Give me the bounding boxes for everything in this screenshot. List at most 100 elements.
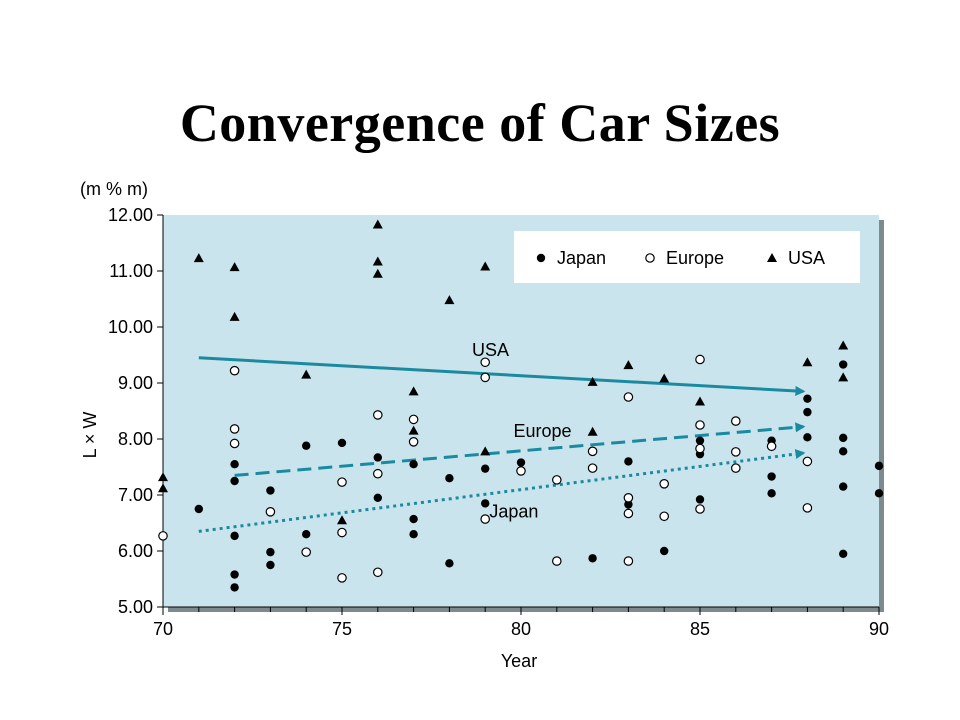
- point-europe: [229, 438, 240, 449]
- trend-label-usa: USA: [472, 340, 509, 360]
- point-europe: [659, 511, 669, 522]
- y-tick-label: 9.00: [118, 373, 153, 393]
- point-europe: [623, 392, 634, 402]
- point-japan: [839, 482, 848, 491]
- point-japan: [839, 447, 848, 456]
- point-europe: [766, 441, 777, 452]
- point-japan: [266, 560, 275, 570]
- point-japan: [337, 438, 347, 448]
- x-tick-label: 90: [869, 619, 889, 639]
- point-europe: [337, 573, 347, 583]
- point-usa: [480, 261, 491, 271]
- point-japan: [695, 436, 705, 445]
- point-europe: [730, 447, 741, 457]
- series-usa: [158, 219, 849, 525]
- point-usa: [695, 396, 705, 406]
- y-tick-label: 8.00: [118, 429, 153, 449]
- point-japan: [874, 461, 884, 471]
- point-japan: [409, 514, 418, 524]
- legend-box: [514, 231, 860, 283]
- point-europe: [623, 508, 634, 519]
- point-usa: [838, 340, 849, 350]
- slide-title: Convergence of Car Sizes: [179, 93, 781, 153]
- point-japan: [266, 547, 275, 557]
- point-japan: [302, 530, 311, 539]
- point-usa: [193, 253, 204, 263]
- y-tick-label: 10.00: [108, 317, 153, 337]
- point-usa: [408, 386, 419, 396]
- point-japan: [373, 453, 382, 462]
- point-usa: [372, 256, 383, 266]
- point-japan: [767, 472, 776, 481]
- point-europe: [337, 477, 347, 487]
- point-europe: [623, 556, 634, 566]
- point-usa: [623, 360, 634, 370]
- point-japan: [373, 493, 382, 502]
- point-europe: [695, 504, 705, 514]
- point-japan: [230, 583, 239, 592]
- point-japan: [445, 474, 454, 483]
- point-usa: [408, 425, 419, 435]
- legend-marker-europe: [645, 253, 655, 263]
- point-usa: [480, 446, 491, 456]
- point-europe: [408, 436, 419, 447]
- y-tick-label: 6.00: [118, 541, 153, 561]
- point-japan: [588, 554, 597, 563]
- y-tick-label: 11.00: [109, 261, 153, 281]
- point-japan: [481, 464, 490, 473]
- series-japan: [194, 360, 884, 592]
- point-usa: [838, 372, 849, 382]
- point-japan: [624, 500, 633, 509]
- point-europe: [408, 414, 419, 425]
- point-usa: [229, 262, 240, 272]
- trend-line-europe: [234, 422, 806, 477]
- point-usa: [337, 515, 347, 525]
- point-japan: [803, 394, 812, 403]
- point-usa: [158, 483, 168, 493]
- point-europe: [301, 547, 311, 557]
- x-tick-label: 85: [690, 619, 710, 639]
- point-europe: [551, 556, 562, 566]
- point-usa: [659, 373, 670, 383]
- point-europe: [480, 514, 490, 524]
- point-japan: [409, 460, 418, 469]
- point-japan: [230, 570, 239, 579]
- point-japan: [481, 499, 490, 508]
- point-usa: [802, 357, 813, 367]
- point-europe: [730, 463, 741, 473]
- legend-label-europe: Europe: [666, 248, 724, 268]
- point-usa: [158, 472, 168, 482]
- x-tick-label: 80: [511, 619, 531, 639]
- trend-label-europe: Europe: [513, 421, 571, 441]
- point-japan: [516, 458, 526, 467]
- y-axis-unit: (m % m): [80, 179, 148, 199]
- point-usa: [587, 376, 598, 386]
- y-tick-label: 12.00: [108, 205, 153, 225]
- point-japan: [767, 489, 776, 498]
- point-europe: [229, 365, 240, 376]
- point-europe: [551, 475, 562, 485]
- point-usa: [372, 219, 383, 229]
- point-europe: [695, 443, 705, 454]
- point-europe: [802, 456, 813, 467]
- y-tick-label: 5.00: [118, 597, 153, 617]
- point-usa: [229, 311, 240, 321]
- point-usa: [587, 426, 598, 436]
- point-europe: [623, 492, 634, 503]
- point-usa: [444, 295, 455, 305]
- point-japan: [445, 559, 454, 568]
- trend-lines: USA Europe Japan: [198, 340, 806, 533]
- point-japan: [839, 549, 848, 558]
- point-japan: [839, 433, 848, 443]
- point-europe: [158, 531, 168, 541]
- legend-marker-japan: [536, 253, 546, 263]
- point-japan: [230, 476, 239, 486]
- point-europe: [265, 506, 276, 517]
- legend-label-usa: USA: [788, 248, 825, 268]
- data-points: [158, 219, 884, 592]
- point-europe: [695, 420, 705, 430]
- point-europe: [480, 372, 490, 383]
- point-europe: [480, 357, 490, 368]
- point-japan: [803, 407, 812, 417]
